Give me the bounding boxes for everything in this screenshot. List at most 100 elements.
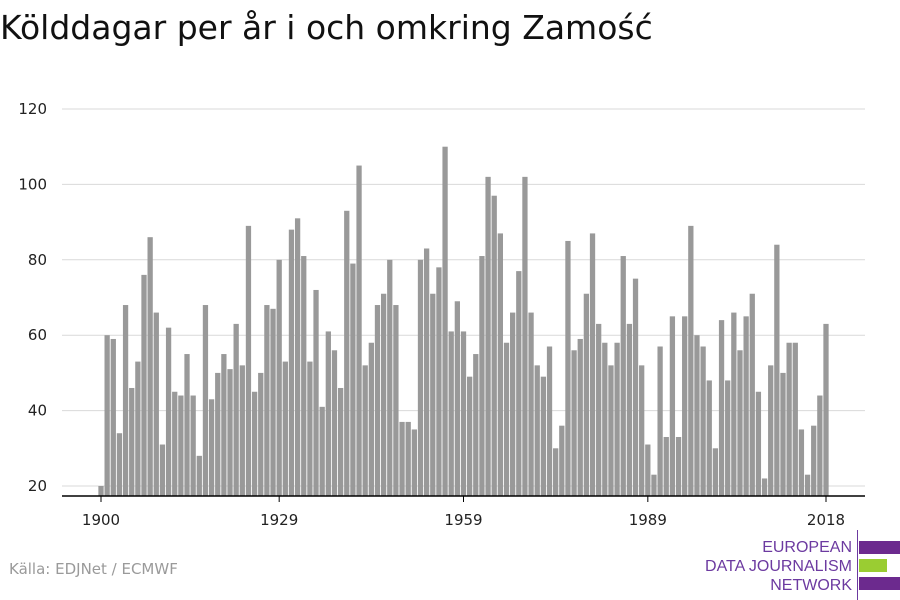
bar-1970	[528, 312, 534, 496]
bar-1964	[491, 195, 497, 496]
bar-1992	[663, 436, 669, 496]
y-axis-ticks: 20 40 60 80 100 120	[18, 100, 47, 495]
bar-1947	[387, 259, 393, 496]
y-tick-label-80: 80	[28, 251, 47, 269]
bar-1928	[270, 308, 276, 496]
edjnet-logo[interactable]: EUROPEAN DATA JOURNALISM NETWORK	[705, 530, 900, 600]
bar-1963	[485, 176, 491, 497]
bar-1981	[596, 323, 602, 496]
bar-1989	[645, 444, 651, 496]
bar-2010	[774, 244, 780, 496]
bar-2001	[718, 320, 725, 496]
bar-1933	[301, 256, 307, 496]
logo-bar-green	[859, 559, 887, 572]
bar-1986	[626, 323, 633, 496]
x-tick-label-1900: 1900	[82, 511, 120, 529]
bar-1910	[159, 444, 166, 496]
bar-1961	[473, 354, 479, 496]
bar-2006	[749, 293, 755, 496]
logo-bar-purple-bottom	[859, 577, 900, 590]
bar-1938	[331, 350, 338, 496]
bar-1985	[620, 256, 626, 496]
bar-1946	[380, 293, 387, 496]
logo-divider	[857, 530, 858, 600]
bar-1923	[239, 365, 245, 496]
bar-2002	[725, 380, 731, 496]
bar-1927	[264, 305, 270, 496]
bar-1954	[430, 293, 436, 496]
bar-1993	[669, 316, 676, 496]
bar-1966	[503, 342, 510, 496]
bar-1902	[110, 338, 116, 496]
bar-1907	[141, 274, 147, 496]
bar-1924	[245, 225, 252, 496]
bar-1962	[479, 256, 485, 496]
bar-2012	[786, 342, 792, 496]
bar-1973	[546, 346, 553, 496]
y-tick-label-100: 100	[18, 175, 47, 193]
logo-text-line-2: DATA JOURNALISM	[705, 558, 852, 575]
bar-1957	[448, 331, 454, 496]
bar-1996	[688, 225, 694, 496]
bar-1988	[639, 365, 645, 496]
x-tick-label-1929: 1929	[260, 511, 298, 529]
bar-1901	[104, 335, 110, 496]
bar-1974	[553, 448, 559, 496]
bar-1983	[608, 365, 614, 496]
bar-2017	[817, 395, 823, 496]
bar-1965	[497, 233, 503, 496]
bar-2008	[761, 478, 768, 496]
y-tick-label-60: 60	[28, 326, 47, 344]
bar-1937	[325, 331, 331, 496]
y-tick-label-20: 20	[28, 477, 47, 495]
bar-1952	[417, 259, 424, 496]
bar-1968	[516, 271, 522, 496]
bar-1913	[178, 395, 184, 496]
y-tick-label-120: 120	[18, 100, 47, 118]
bar-1945	[374, 305, 381, 496]
bar-1978	[577, 338, 583, 496]
bar-1942	[356, 165, 362, 497]
bar-1997	[694, 335, 700, 496]
bar-1931	[288, 229, 295, 496]
bar-1951	[411, 429, 417, 496]
bar-1919	[215, 372, 221, 496]
bar-2005	[743, 316, 749, 496]
bar-1922	[233, 323, 239, 496]
bar-2007	[755, 391, 762, 496]
bar-1994	[675, 436, 682, 496]
logo-bar-purple-top	[859, 541, 900, 554]
bar-1987	[632, 278, 639, 496]
bar-1934	[307, 361, 313, 496]
bar-1967	[510, 312, 516, 496]
bar-1999	[706, 380, 712, 496]
bar-1935	[313, 289, 319, 496]
bar-2016	[811, 425, 817, 496]
bar-1936	[319, 406, 325, 496]
bar-1969	[522, 176, 528, 497]
bar-1930	[282, 361, 288, 496]
bar-2018	[823, 323, 829, 496]
bar-1960	[467, 376, 473, 496]
bar-1916	[196, 455, 202, 496]
bar-1950	[405, 421, 411, 496]
bar-1939	[337, 387, 344, 496]
bar-1958	[454, 301, 460, 496]
bar-1956	[442, 146, 448, 496]
bar-2003	[731, 312, 737, 496]
bar-1929	[276, 259, 282, 496]
bar-1948	[393, 305, 399, 496]
bar-1979	[583, 293, 590, 496]
bar-1921	[227, 369, 233, 496]
x-tick-label-1959: 1959	[444, 511, 482, 529]
bar-1915	[190, 395, 196, 496]
bar-1900	[98, 486, 104, 496]
bar-1911	[165, 327, 172, 496]
bar-1943	[362, 365, 368, 496]
bar-2011	[780, 372, 786, 496]
bar-1918	[208, 399, 215, 496]
bar-2013	[792, 342, 798, 496]
bar-2000	[712, 448, 719, 496]
bar-2004	[737, 350, 743, 496]
x-tick-label-2018: 2018	[807, 511, 845, 529]
